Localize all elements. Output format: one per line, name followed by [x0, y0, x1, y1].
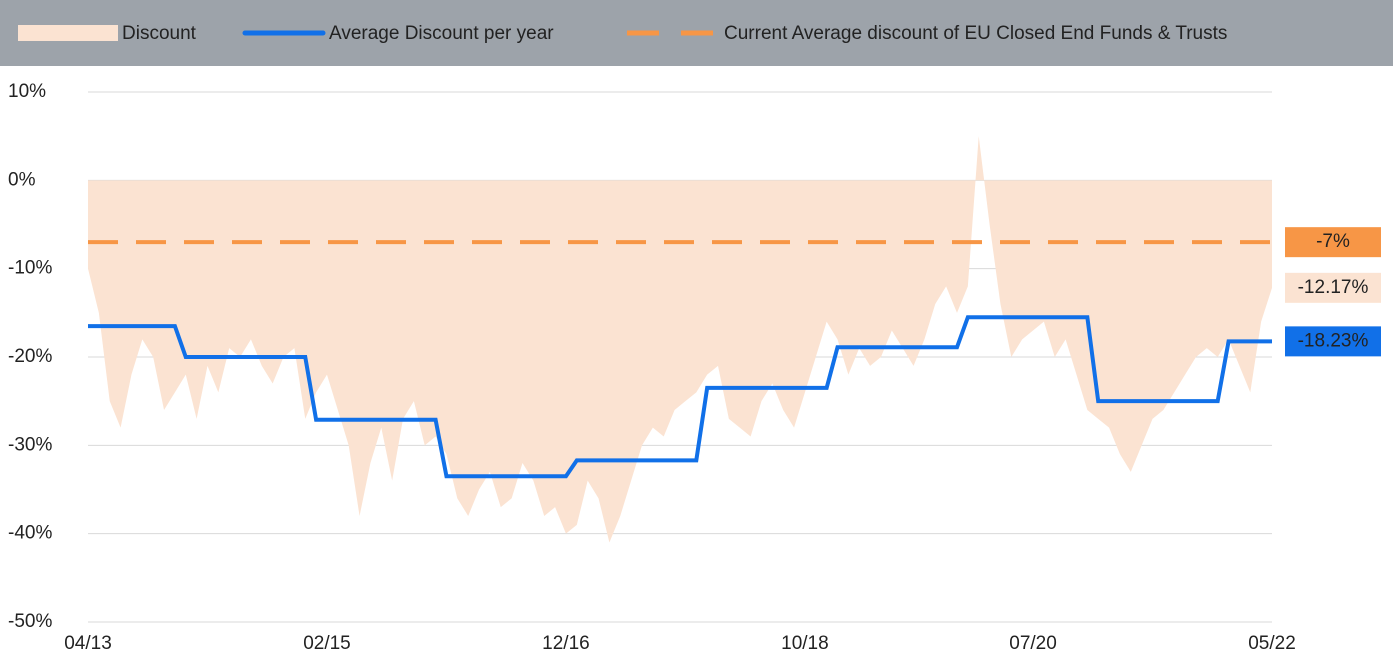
end-label: -18.23%	[1298, 330, 1369, 351]
x-tick-label: 04/13	[64, 633, 112, 654]
y-tick-label: -40%	[8, 523, 52, 544]
reference-label-box	[1285, 227, 1381, 258]
end-label: -12.17%	[1298, 277, 1369, 298]
y-tick-label: 0%	[8, 169, 36, 190]
x-tick-label: 12/16	[542, 633, 590, 654]
y-tick-label: -20%	[8, 346, 52, 367]
x-tick-label: 07/20	[1009, 633, 1057, 654]
legend-swatch	[18, 25, 118, 41]
end-label-box	[1285, 326, 1381, 357]
x-tick-label: 05/22	[1248, 633, 1296, 654]
area	[88, 136, 1272, 543]
legend-label: Discount	[122, 23, 197, 44]
end-label-box	[1285, 272, 1381, 303]
legend-label: Average Discount per year	[329, 23, 554, 44]
y-tick-label: -30%	[8, 434, 52, 455]
y-tick-label: -10%	[8, 258, 52, 279]
x-tick-label: 10/18	[781, 633, 829, 654]
y-tick-label: -50%	[8, 611, 52, 632]
reference-label: -7%	[1316, 231, 1350, 252]
y-tick-label: 10%	[8, 81, 46, 102]
line	[88, 315, 1272, 479]
x-tick-label: 02/15	[303, 633, 351, 654]
legend-label: Current Average discount of EU Closed En…	[724, 23, 1227, 44]
